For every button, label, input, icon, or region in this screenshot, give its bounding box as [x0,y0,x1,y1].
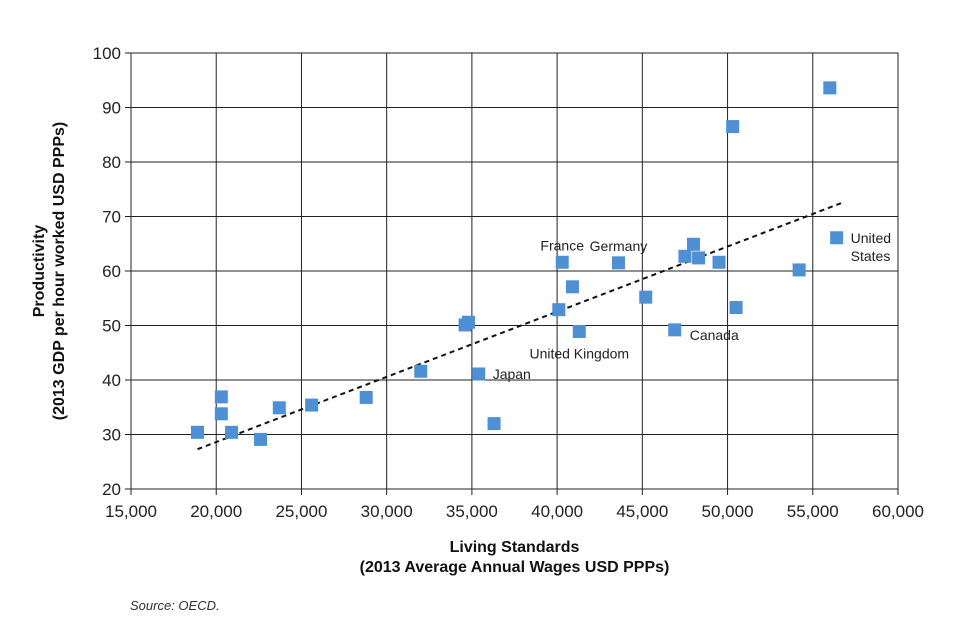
data-point [214,407,228,421]
y-tick-label: 60 [102,262,121,281]
data-point [792,263,806,277]
y-tick-label: 80 [102,153,121,172]
data-points [190,81,844,446]
data-point [611,256,625,270]
data-point [692,251,706,265]
data-point [823,81,837,95]
data-point [572,324,586,338]
annotation-label: France [540,237,584,253]
data-point [359,390,373,404]
y-tick-label: 90 [102,99,121,118]
source-note: Source: OECD. [130,598,220,613]
annotation-label: United Kingdom [529,345,629,361]
gridlines [130,52,899,490]
data-point [712,255,726,269]
data-point [461,315,475,329]
data-point [487,417,501,431]
data-point [272,401,286,415]
data-point [726,120,740,134]
x-tick-label: 40,000 [531,502,583,521]
data-point [729,301,743,315]
y-tick-label: 100 [93,44,121,63]
annotation-label: United States [851,230,891,264]
data-point [472,367,486,381]
x-tick-label: 30,000 [361,502,413,521]
x-axis-title: Living Standards (2013 Average Annual Wag… [360,539,670,576]
y-tick-label: 20 [102,480,121,499]
data-point [555,255,569,269]
annotations: France Germany United Kingdom Canada Japan Un… [493,230,891,382]
data-point [305,398,319,412]
data-point [414,364,428,378]
x-tick-label: 50,000 [702,502,754,521]
annotation-label: Japan [493,366,531,382]
x-tick-label: 55,000 [787,502,839,521]
data-point [565,280,579,294]
x-tick-label: 45,000 [616,502,668,521]
x-axis: 15,000 20,000 25,000 30,000 35,000 40,000 45,0… [105,489,924,521]
y-tick-label: 50 [102,317,121,336]
data-point [639,290,653,304]
x-tick-label: 15,000 [105,502,157,521]
x-tick-label: 25,000 [275,502,327,521]
x-tick-label: 60,000 [872,502,924,521]
data-point [254,432,268,446]
x-tick-label: 20,000 [190,502,242,521]
y-tick-label: 70 [102,208,121,227]
trendline [197,201,843,451]
y-tick-label: 40 [102,371,121,390]
data-point [225,425,239,439]
data-point [190,425,204,439]
annotation-label: Canada [690,327,739,343]
data-point [830,231,844,245]
data-point [214,390,228,404]
data-point [668,323,682,337]
x-tick-label: 35,000 [446,502,498,521]
y-axis-title: Productivity (2013 GDP per hour worked US… [31,122,68,420]
data-point [552,303,566,317]
y-axis: 20 30 40 50 60 70 80 90 100 [93,44,131,499]
annotation-label: Germany [590,238,648,254]
data-point [686,237,700,251]
y-tick-label: 30 [102,426,121,445]
data-point [678,249,692,263]
